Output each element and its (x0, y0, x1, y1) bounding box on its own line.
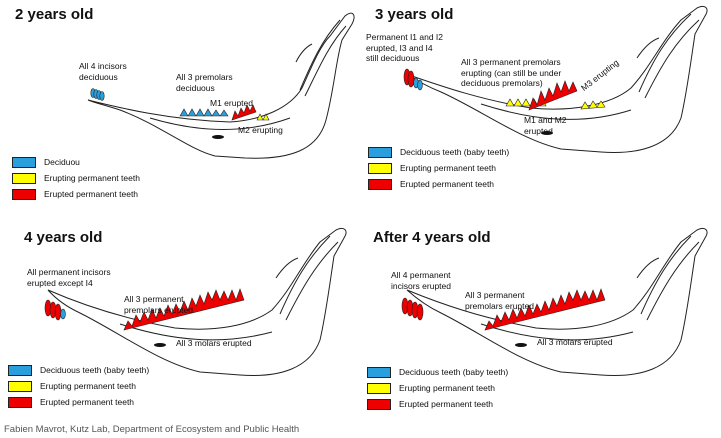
panel-3-years: 3 years old Permanent I1 and I2 erupted,… (361, 0, 721, 214)
panel-title: After 4 years old (373, 229, 491, 246)
legend-swatch (8, 397, 32, 408)
annotation-label: M1 erupted (210, 98, 253, 108)
annotation-label: All 3 molars erupted (537, 337, 613, 347)
panel-title: 4 years old (24, 229, 103, 246)
annotation-label: All 3 premolars deciduous (176, 72, 233, 93)
legend-label: Erupted permanent teeth (44, 189, 139, 199)
legend-label: Deciduous teeth (baby teeth) (40, 365, 150, 375)
legend-label: Erupting permanent teeth (399, 383, 495, 393)
annotation-label: All 3 permanent premolars erupted (465, 290, 534, 311)
annotation-label: All 3 permanent premolars erupted (124, 294, 193, 315)
incisor-mark (416, 303, 424, 321)
incisor-mark (60, 308, 66, 320)
annotation-label: All 3 permanent premolars erupting (can … (461, 57, 562, 88)
molar-mark (256, 113, 270, 121)
legend-swatch (368, 163, 392, 174)
annotation-label: All 3 molars erupted (176, 338, 252, 348)
legend-label: Deciduou (44, 157, 80, 167)
teeth-row-mark (123, 288, 245, 331)
jaw-illustration (87, 12, 355, 159)
jaw-illustration (401, 227, 708, 376)
incisor-mark (407, 70, 415, 88)
annotation-label: M1 and M2 erupted (524, 115, 567, 136)
molar-mark (231, 104, 257, 121)
panel-after-4-years: After 4 years old All 4 permanent inciso… (361, 218, 721, 432)
legend-label: Deciduous teeth (baby teeth) (400, 147, 510, 157)
jaw-illustration (44, 227, 347, 376)
legend-label: Erupted permanent teeth (40, 397, 135, 407)
incisor-mark (99, 91, 105, 101)
panel-title: 3 years old (375, 6, 454, 23)
annotation-label: All permanent incisors erupted except I4 (27, 267, 111, 288)
annotation-label: M2 erupting (238, 125, 283, 135)
legend-swatch (12, 157, 36, 168)
panel-2-years: 2 years old All 4 incisors deciduous All… (0, 0, 360, 214)
legend-label: Erupted permanent teeth (400, 179, 495, 189)
legend-swatch (367, 367, 391, 378)
legend-swatch (367, 399, 391, 410)
legend-swatch (8, 365, 32, 376)
molar-mark (528, 80, 578, 111)
legend-label: Erupted permanent teeth (399, 399, 494, 409)
panel-title: 2 years old (15, 6, 94, 23)
legend-label: Erupting permanent teeth (44, 173, 140, 183)
legend-swatch (368, 179, 392, 190)
legend-label: Erupting permanent teeth (40, 381, 136, 391)
credit-text: Fabien Mavrot, Kutz Lab, Department of E… (4, 424, 300, 435)
legend-swatch (8, 381, 32, 392)
annotation-label: All 4 permanent incisors erupted (391, 270, 452, 291)
legend-label: Deciduous teeth (baby teeth) (399, 367, 509, 377)
panel-4-years: 4 years old All permanent incisors erupt… (0, 218, 360, 432)
annotation-label: All 4 incisors deciduous (79, 61, 127, 82)
molar-mark (580, 100, 606, 110)
legend-label: Erupting permanent teeth (400, 163, 496, 173)
premolar-mark (179, 108, 229, 117)
teeth-row-mark (484, 288, 606, 331)
jaw-illustration (403, 5, 708, 153)
legend-swatch (12, 173, 36, 184)
annotation-label: Permanent I1 and I2 erupted, I3 and I4 s… (366, 32, 444, 63)
legend-swatch (367, 383, 391, 394)
incisor-mark (417, 79, 423, 91)
incisor-mark (54, 303, 62, 321)
legend-swatch (12, 189, 36, 200)
legend-swatch (368, 147, 392, 158)
